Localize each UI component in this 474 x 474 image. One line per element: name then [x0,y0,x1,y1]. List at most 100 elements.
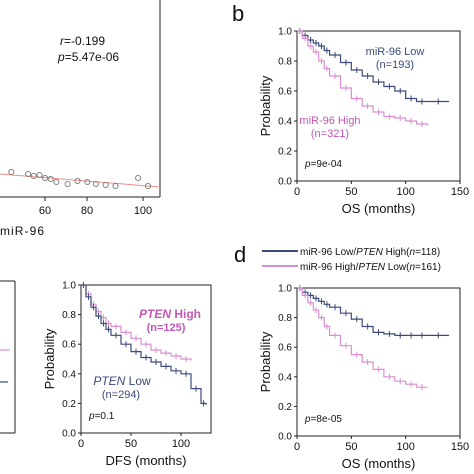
panel-d-y-tick-label: 0.6 [278,343,292,354]
panel-b-y-tick-label: 0.8 [278,57,292,68]
panel-d-legend-1-part: PTEN [356,247,383,258]
panel-d-x-tick-label: 100 [396,441,414,453]
panel-c-low-n: (n=294) [102,389,140,401]
panel-a-point [135,174,142,182]
panel-d-legend-1-label: miR-96 Low/PTEN High(n=118) [300,247,440,258]
panel-c-x-tick-label: 0 [78,438,84,450]
panel-a: r=-0.199 p=5.47e-06 60 80 100 miR-96 [0,0,161,238]
panel-b-y-tick-label: 0.6 [278,87,292,98]
panel-b-y-label: Probability [258,75,273,136]
panel-a-p-italic: p [57,50,65,64]
panel-d-x-label: OS (months) [342,456,416,471]
panel-b-x-label: OS (months) [342,201,416,216]
panel-b-low-n: (n=193) [376,59,414,71]
panel-b-y-tick-label: 1.0 [278,27,292,38]
panel-a-point [30,172,37,180]
panel-c-p-value: =0.1 [95,411,115,422]
panel-d-legend-1-part: =118) [415,247,440,258]
panel-b-label: b [232,1,244,26]
panel-c-p-italic: p [88,411,95,422]
panel-c-high-n: (n=125) [147,322,186,334]
panel-b-y-tick-label: 0.0 [278,177,292,188]
panel-d-p-annotation: p=8e-05 [304,414,342,425]
panel-c-low-gene: PTEN [93,374,125,388]
panel-d-y-tick-label: 0.2 [278,402,292,413]
panel-b-series-1-line [297,30,450,103]
panel-d-legend-2-part: =161) [415,262,441,273]
panel-a-point [112,182,119,190]
panel-d-frame [296,287,461,437]
panel-c-high-label: PTEN High [139,307,201,321]
panel-c-series-1-line [81,284,192,361]
panel-c-y-tick-label: 0.4 [62,369,76,380]
panel-c-x-label: DFS (months) [106,453,187,468]
panel-c-y-tick-label: 0.0 [62,429,76,440]
panel-a-point [92,180,99,188]
panel-d-y-label: Probability [258,331,273,392]
panel-d-x-tick-label: 0 [294,441,300,453]
panel-b-p-annotation: p=9e-04 [304,159,342,170]
panel-b-low-label: miR-96 Low [366,46,425,58]
panel-a-p-value: =5.47e-06 [65,50,120,64]
panel-c-low-word: Low [125,374,151,388]
panel-b-x-tick-label: 150 [451,186,469,198]
panel-d-legend-2-part: PTEN [358,262,385,273]
panel-a-x-tick-label: 80 [81,205,93,217]
panel-d-series-2-line [297,287,428,388]
panel-d-legend-1-part: miR-96 Low/ [300,247,356,258]
panel-c-x-tick-label: 50 [125,438,137,450]
panel-d-y-tick-label: 0.0 [278,432,292,443]
panel-a-x-label: miR-96 [0,224,44,238]
panel-a-r-annotation: r=-0.199 [60,34,105,48]
panel-c-high-gene: PTEN [139,307,171,321]
panel-d-x-tick-label: 150 [451,441,469,453]
panel-b-x-tick-label: 100 [396,186,414,198]
panel-b-p-value: =9e-04 [311,159,343,170]
panel-c: 0.0 0.2 0.4 0.6 0.8 1.0 0 50 100 DFS (months) Prob… [42,281,212,468]
panel-d-p-italic: p [304,414,311,425]
panel-c-frame [80,284,212,434]
panel-c-y-tick-label: 0.8 [62,310,76,321]
panel-a-point [64,180,71,188]
panel-c-y-tick-label: 0.6 [62,340,76,351]
panel-c-p-annotation: p=0.1 [88,411,115,422]
panel-d-x-tick-label: 50 [345,441,357,453]
panel-b-x-tick-label: 0 [294,186,300,198]
panel-c-series-2-line [81,284,207,405]
panel-a-point [42,174,49,182]
panel-d-p-value: =8e-05 [311,414,343,425]
panel-a-x-tick-label: 100 [134,205,152,217]
panel-b-p-italic: p [304,159,311,170]
panel-d-series-1-line [297,287,450,336]
panel-d-y-tick-label: 0.8 [278,313,292,324]
panel-a-point [84,178,91,186]
panel-a-point [144,182,152,190]
panel-a-point [36,171,43,179]
panel-b-y-tick-label: 0.2 [278,147,292,158]
panel-a-point [47,175,54,183]
panel-a-point [8,168,15,176]
panel-d-legend-2-part: n [409,262,415,273]
panel-a-p-annotation: p=5.47e-06 [57,50,119,64]
panel-a-point [25,170,32,178]
panel-d-y-tick-label: 0.4 [278,372,292,383]
panel-b: 0.0 0.2 0.4 0.6 0.8 1.0 0 50 100 150 OS (months) Pr… [258,27,469,217]
panel-b-frame [296,30,461,182]
panel-d-y-tick-label: 1.0 [278,284,292,295]
panel-a-point [74,177,81,185]
panel-c-x-tick-label: 100 [172,438,190,450]
panel-c-y-tick-label: 0.2 [62,399,76,410]
panel-d-legend-1-part: n [410,247,416,258]
panel-b-high-n: (n=321) [311,128,349,140]
panel-d-legend-1-part: High( [383,247,410,258]
panel-c-y-tick-label: 1.0 [62,281,76,292]
panel-a-x-tick-label: 60 [39,205,51,217]
panel-a-point [53,178,60,186]
panel-d-legend-2-label: miR-96 High/PTEN Low(n=161) [300,262,441,273]
panel-a-points [8,168,152,190]
panel-b-high-label: miR-96 High [299,115,360,127]
panel-c-y-label: Probability [42,328,57,389]
panel-b-y-tick-label: 0.4 [278,117,292,128]
panel-c-high-word: High [171,307,201,321]
